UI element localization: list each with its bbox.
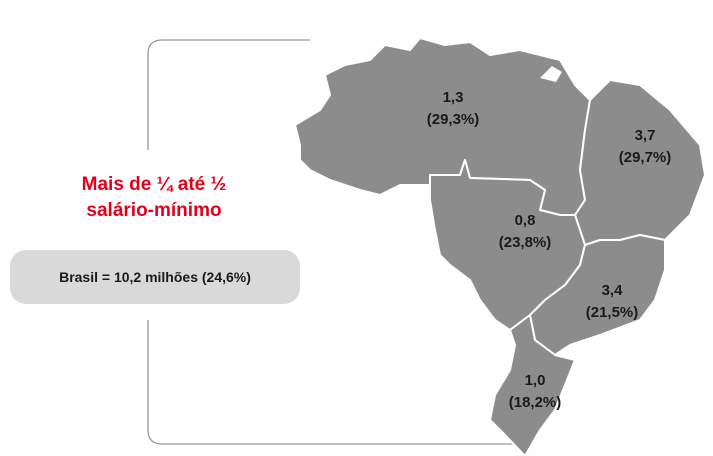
title-line: salário-mínimo	[86, 200, 221, 221]
region-value: 3,4	[602, 282, 624, 299]
region-share: (29,7%)	[619, 149, 672, 166]
region-value: 3,7	[635, 127, 656, 144]
title-line: Mais de ¼ até ½	[82, 174, 227, 195]
map	[294, 37, 706, 456]
region-share: (18,2%)	[509, 394, 562, 411]
region-value: 1,0	[525, 372, 546, 389]
region-share: (29,3%)	[427, 111, 480, 128]
region-value: 0,8	[515, 212, 536, 229]
island	[540, 66, 562, 82]
region-value: 1,3	[443, 89, 464, 106]
summary: Brasil = 10,2 milhões (24,6%)	[59, 269, 251, 285]
summary-box	[10, 250, 300, 304]
region-share: (23,8%)	[499, 234, 552, 251]
region-south	[489, 314, 576, 456]
region-southeast	[529, 234, 666, 356]
bracket-frame	[147, 39, 515, 445]
region-share: (21,5%)	[586, 304, 639, 321]
